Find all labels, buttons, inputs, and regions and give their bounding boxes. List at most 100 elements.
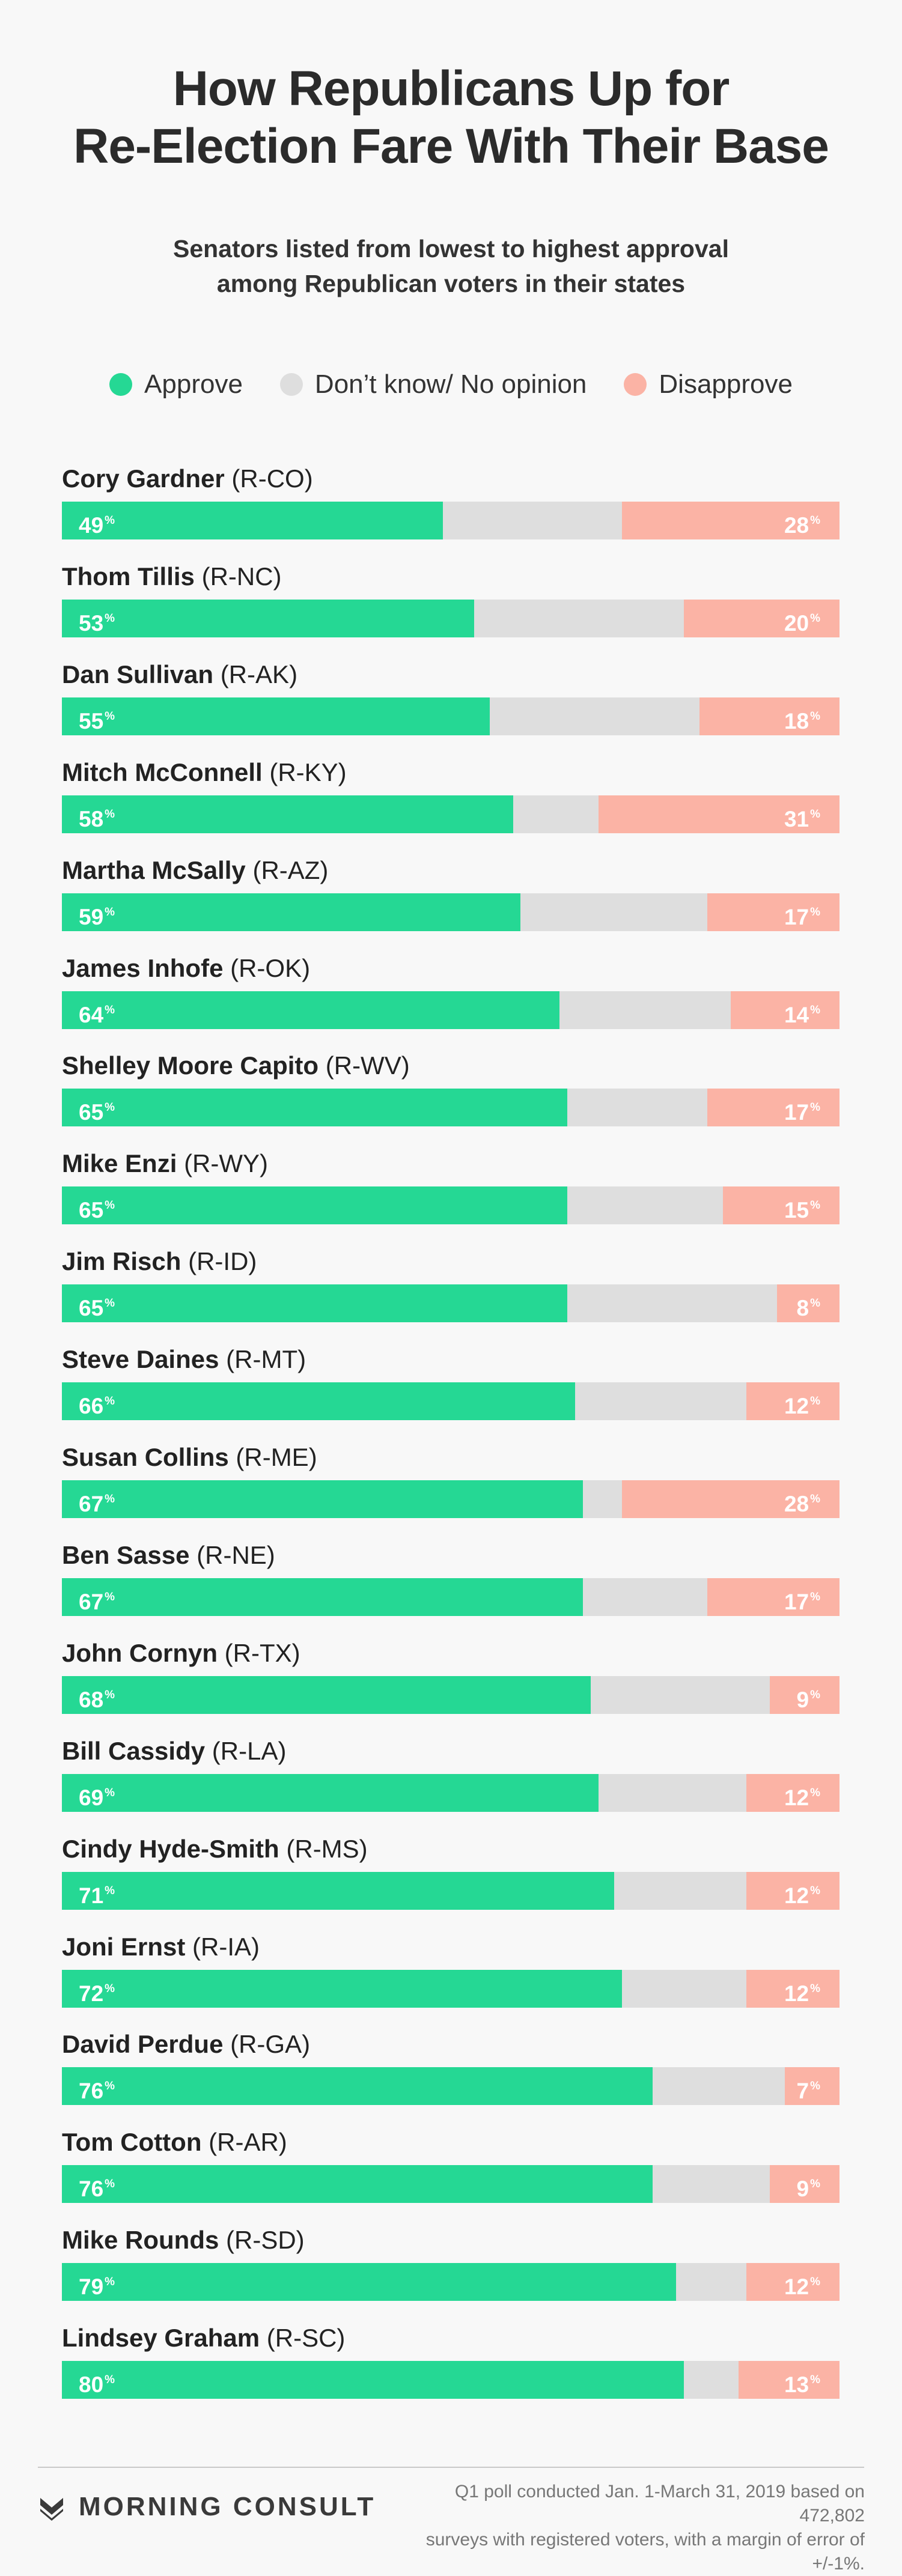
approve-bar-segment bbox=[62, 1675, 591, 1714]
percent-sign: % bbox=[105, 1982, 115, 1995]
senator-name: Ben Sasse bbox=[62, 1540, 190, 1569]
approve-value: 53 bbox=[79, 610, 104, 636]
approve-bar-segment bbox=[62, 2067, 653, 2106]
senator-label: Mike Enzi (R-WY) bbox=[62, 1149, 268, 1179]
senator-party-state: (R-NE) bbox=[197, 1540, 275, 1569]
disapprove-value: 12 bbox=[784, 1394, 809, 1419]
senator-party-state: (R-NC) bbox=[201, 562, 282, 591]
percent-sign: % bbox=[810, 514, 820, 527]
approve-bar-segment bbox=[62, 2361, 684, 2399]
approve-value-label: 76% bbox=[79, 2074, 115, 2103]
disapprove-bar-segment bbox=[746, 1382, 840, 1421]
stacked-bar: 65% 17% bbox=[62, 1089, 840, 1127]
approve-value: 67 bbox=[79, 1589, 104, 1614]
disapprove-value-label: 18% bbox=[784, 705, 820, 734]
approve-bar-segment bbox=[62, 893, 521, 931]
disapprove-value-label: 12% bbox=[784, 1390, 820, 1418]
percent-sign: % bbox=[810, 1590, 820, 1603]
disapprove-bar-segment bbox=[598, 795, 840, 833]
disapprove-value: 9 bbox=[796, 1687, 809, 1712]
disapprove-value: 17 bbox=[784, 1589, 809, 1614]
stacked-bar: 64% 14% bbox=[62, 991, 840, 1029]
senator-name: Joni Ernst bbox=[62, 1932, 186, 1961]
approve-value: 76 bbox=[79, 2177, 104, 2202]
chart-legend: Approve Don’t know/ No opinion Disapprov… bbox=[0, 369, 902, 399]
logo-text: MORNING CONSULT bbox=[79, 2492, 376, 2521]
percent-sign: % bbox=[810, 709, 820, 723]
approve-bar-segment bbox=[62, 1382, 576, 1421]
approve-value-label: 68% bbox=[79, 1683, 115, 1712]
percent-sign: % bbox=[105, 2374, 115, 2387]
stacked-bar: 59% 17% bbox=[62, 893, 840, 931]
stacked-bar: 65% 8% bbox=[62, 1284, 840, 1323]
approve-value-label: 80% bbox=[79, 2368, 115, 2397]
approve-value-label: 67% bbox=[79, 1487, 115, 1516]
stacked-bar: 66% 12% bbox=[62, 1382, 840, 1421]
percent-sign: % bbox=[810, 905, 820, 919]
stacked-bar: 65% 15% bbox=[62, 1186, 840, 1225]
approve-value: 72 bbox=[79, 1981, 104, 2006]
senator-label: Shelley Moore Capito (R-WV) bbox=[62, 1051, 410, 1081]
approve-value: 64 bbox=[79, 1002, 104, 1027]
percent-sign: % bbox=[810, 1199, 820, 1212]
stacked-bar: 72% 12% bbox=[62, 1969, 840, 2008]
senator-party-state: (R-IA) bbox=[192, 1932, 260, 1961]
senator-party-state: (R-KY) bbox=[269, 758, 347, 786]
senator-label: Thom Tillis (R-NC) bbox=[62, 562, 282, 592]
senator-label: John Cornyn (R-TX) bbox=[62, 1638, 300, 1668]
chart-subtitle: Senators listed from lowest to highest a… bbox=[0, 231, 902, 301]
percent-sign: % bbox=[810, 612, 820, 625]
disapprove-bar-segment bbox=[777, 1284, 840, 1323]
senator-name: Mike Rounds bbox=[62, 2226, 219, 2255]
disapprove-value-label: 28% bbox=[784, 1487, 820, 1516]
legend-dot-no-opinion bbox=[279, 373, 303, 396]
disapprove-bar-segment bbox=[785, 2067, 840, 2106]
senator-label: James Inhofe (R-OK) bbox=[62, 953, 310, 983]
disapprove-value: 28 bbox=[784, 513, 809, 538]
disapprove-value-label: 14% bbox=[784, 998, 820, 1027]
disapprove-bar-segment bbox=[722, 1186, 840, 1225]
senator-name: Mike Enzi bbox=[62, 1149, 177, 1178]
legend-item-no-opinion: Don’t know/ No opinion bbox=[279, 369, 587, 399]
stacked-bar: 71% 12% bbox=[62, 1871, 840, 1910]
percent-sign: % bbox=[105, 1688, 115, 1701]
source-note-line-2: surveys with registered voters, with a m… bbox=[425, 2530, 865, 2574]
legend-label-approve: Approve bbox=[144, 369, 243, 399]
percent-sign: % bbox=[810, 1982, 820, 1995]
senator-label: Martha McSally (R-AZ) bbox=[62, 855, 328, 886]
disapprove-bar-segment bbox=[746, 1969, 840, 2008]
senator-party-state: (R-AK) bbox=[220, 660, 298, 688]
percent-sign: % bbox=[105, 2080, 115, 2093]
senator-name: Cindy Hyde-Smith bbox=[62, 1834, 279, 1863]
senator-party-state: (R-ME) bbox=[236, 1443, 317, 1471]
disapprove-bar-segment bbox=[684, 599, 840, 637]
senator-party-state: (R-MS) bbox=[286, 1834, 368, 1863]
senator-name: Steve Daines bbox=[62, 1345, 219, 1374]
senator-party-state: (R-ID) bbox=[188, 1247, 257, 1276]
disapprove-value-label: 12% bbox=[784, 1781, 820, 1810]
percent-sign: % bbox=[105, 2276, 115, 2289]
percent-sign: % bbox=[810, 2178, 820, 2191]
approve-value-label: 64% bbox=[79, 998, 115, 1027]
senator-party-state: (R-WV) bbox=[325, 1051, 410, 1080]
percent-sign: % bbox=[105, 1590, 115, 1603]
disapprove-bar-segment bbox=[707, 1578, 840, 1616]
disapprove-value: 20 bbox=[784, 610, 809, 636]
disapprove-value-label: 17% bbox=[784, 901, 820, 929]
approve-bar-segment bbox=[62, 1480, 583, 1518]
approve-bar-segment bbox=[62, 1284, 568, 1323]
approve-value-label: 58% bbox=[79, 803, 115, 831]
stacked-bar: 76% 9% bbox=[62, 2165, 840, 2204]
approve-value-label: 72% bbox=[79, 1977, 115, 2006]
stacked-bar: 55% 18% bbox=[62, 697, 840, 735]
stacked-bar: 67% 28% bbox=[62, 1480, 840, 1518]
senator-name: Martha McSally bbox=[62, 855, 246, 884]
disapprove-value: 31 bbox=[784, 806, 809, 831]
stacked-bar: 67% 17% bbox=[62, 1578, 840, 1616]
legend-item-disapprove: Disapprove bbox=[624, 369, 793, 399]
senator-name: David Perdue bbox=[62, 2030, 224, 2059]
senator-party-state: (R-GA) bbox=[230, 2030, 311, 2059]
senator-label: Bill Cassidy (R-LA) bbox=[62, 1736, 286, 1766]
approve-value-label: 66% bbox=[79, 1390, 115, 1418]
approve-value: 58 bbox=[79, 806, 104, 831]
